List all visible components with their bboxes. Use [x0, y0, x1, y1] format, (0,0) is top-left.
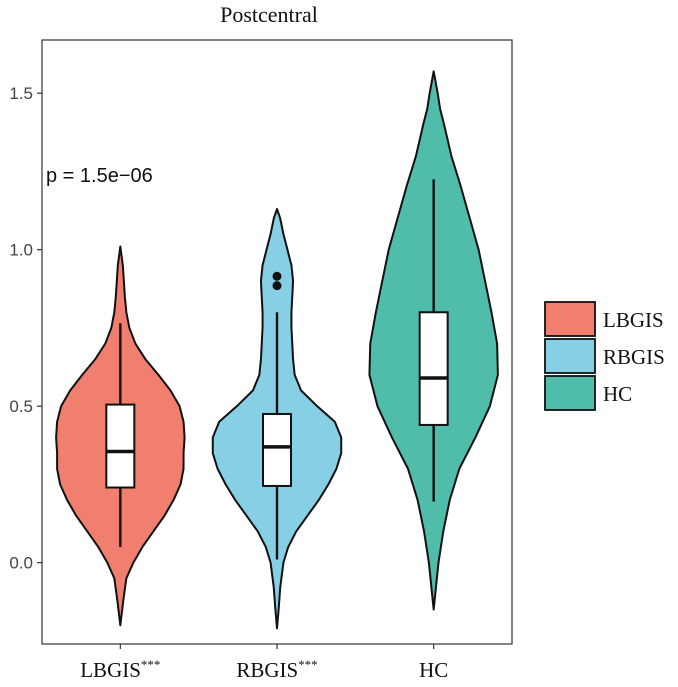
y-tick-label: 0.5 [9, 397, 33, 416]
x-tick-significance: *** [298, 657, 318, 672]
outlier-point [272, 271, 282, 281]
y-tick-label: 1.5 [9, 84, 33, 103]
box-rbgis [262, 412, 292, 487]
outlier-point [272, 281, 282, 291]
legend-label: HC [603, 382, 632, 406]
legend-key-lbgis [544, 301, 596, 337]
x-tick-label: RBGIS*** [236, 657, 317, 682]
box-lbgis [105, 403, 136, 489]
x-tick-label-text: LBGIS [80, 658, 141, 682]
plot-area [55, 70, 499, 630]
x-tick-label: LBGIS*** [80, 657, 160, 682]
x-tick-label: HC [419, 658, 448, 682]
chart-title: Postcentral [220, 2, 318, 27]
x-axis: LBGIS*** RBGIS*** HC [80, 644, 448, 682]
p-value-annotation: p = 1.5e−06 [46, 165, 153, 187]
y-axis: 0.0 0.5 1.0 1.5 [9, 84, 42, 573]
x-tick-label-text: RBGIS [236, 658, 298, 682]
legend-label: RBGIS [603, 345, 665, 369]
x-tick-significance: *** [141, 657, 161, 672]
y-tick-label: 1.0 [9, 241, 33, 260]
legend: LBGIS RBGIS HC [544, 301, 665, 411]
legend-label: LBGIS [603, 308, 664, 332]
x-tick-label-text: HC [419, 658, 448, 682]
legend-key-hc [544, 375, 596, 411]
y-tick-label: 0.0 [9, 554, 33, 573]
legend-key-rbgis [544, 338, 596, 374]
box-hc [418, 311, 449, 426]
